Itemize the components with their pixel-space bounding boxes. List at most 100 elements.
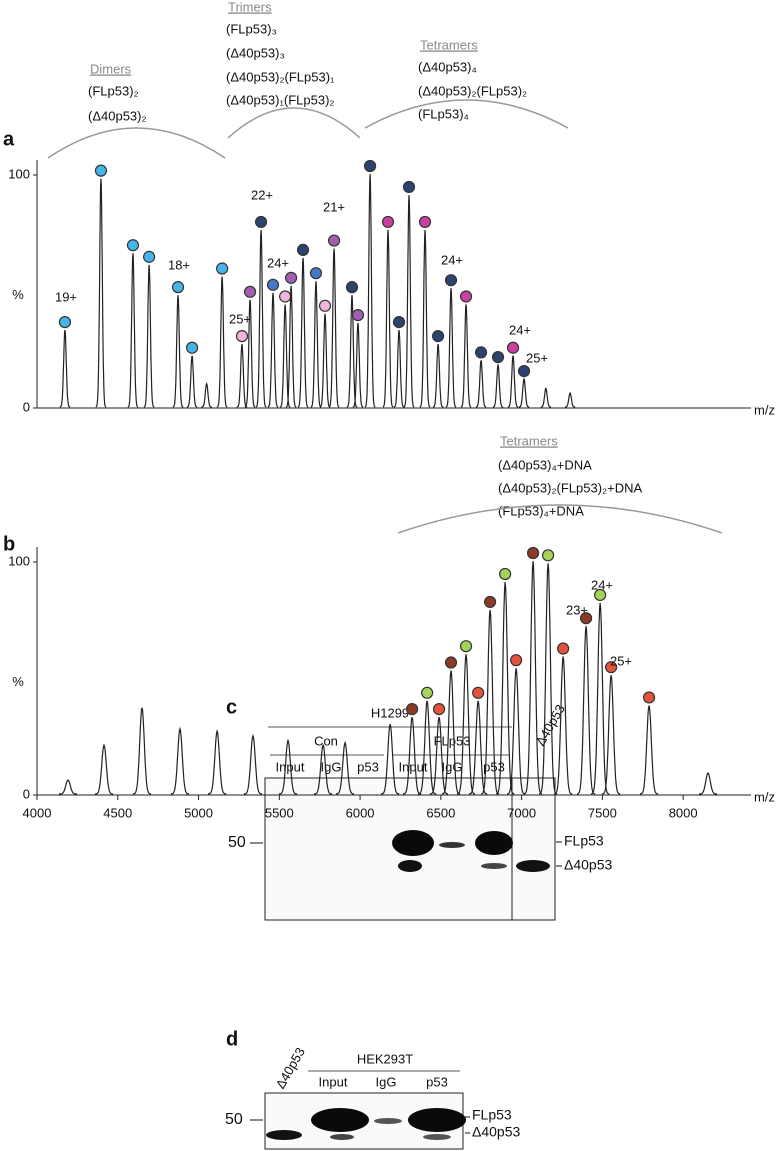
x-tick-label: 8000 xyxy=(669,805,698,820)
lane-label: p53 xyxy=(426,1074,448,1089)
peak-marker xyxy=(327,234,341,247)
band xyxy=(516,860,550,872)
peak-marker xyxy=(143,250,156,263)
species-label: (FLp53)₄ xyxy=(418,106,469,121)
peak xyxy=(172,295,184,408)
band xyxy=(439,842,465,848)
peak xyxy=(518,377,530,408)
peak xyxy=(132,707,152,795)
peak-marker xyxy=(402,180,416,194)
peak xyxy=(402,716,422,795)
peak-marker xyxy=(526,546,540,560)
peak-marker xyxy=(432,703,446,716)
y-axis-label: % xyxy=(12,674,24,689)
peak xyxy=(207,728,227,795)
peak-marker xyxy=(254,215,268,229)
peak-marker xyxy=(579,612,593,625)
peak-marker xyxy=(285,271,298,284)
band-label: Δ40p53 xyxy=(472,1124,520,1140)
peak-marker xyxy=(421,686,434,699)
species-label: (Δ40p53)₂(FLp53)₂+DNA xyxy=(498,480,642,495)
band xyxy=(423,1134,451,1140)
group-arc xyxy=(47,127,226,159)
peak xyxy=(403,194,415,408)
panel-label: b xyxy=(3,533,15,555)
charge-label: 25+ xyxy=(229,311,251,326)
species-label: (Δ40p53)₂ xyxy=(88,108,147,123)
peak xyxy=(216,276,228,408)
group-title: Dimers xyxy=(90,61,132,76)
peak xyxy=(590,602,610,795)
peak xyxy=(553,656,573,795)
x-tick-label: 6000 xyxy=(346,805,375,820)
peak xyxy=(699,772,718,795)
peak xyxy=(127,253,139,408)
condition: Con xyxy=(314,733,338,748)
size-marker: 50 xyxy=(228,834,246,851)
peak-marker xyxy=(266,278,280,291)
x-tick-label: 5000 xyxy=(184,805,213,820)
peak xyxy=(297,257,309,408)
species-label: (Δ40p53)₄ xyxy=(418,59,477,74)
y-axis-label: % xyxy=(12,287,24,302)
x-tick-label: 7500 xyxy=(588,805,617,820)
band xyxy=(266,1130,302,1140)
peak-marker xyxy=(185,341,199,354)
peak-marker xyxy=(444,656,458,669)
peak xyxy=(328,248,340,408)
x-tick-label: 4000 xyxy=(23,805,52,820)
peak-marker xyxy=(459,290,473,303)
peak xyxy=(577,626,596,795)
peak xyxy=(59,330,71,408)
band xyxy=(481,863,507,869)
peak xyxy=(170,726,190,795)
x-axis-label: m/z xyxy=(754,789,775,804)
peak xyxy=(496,581,515,795)
peak xyxy=(419,229,431,408)
band xyxy=(374,1118,402,1124)
lane-label: Input xyxy=(319,1074,348,1089)
peak-marker xyxy=(510,654,523,667)
peak-marker xyxy=(444,274,458,287)
x-axis-label: m/z xyxy=(754,402,775,417)
group-title: Trimers xyxy=(228,0,272,14)
band xyxy=(408,1108,466,1132)
group-arc xyxy=(397,504,723,534)
lane-label: p53 xyxy=(357,759,379,774)
charge-label: 24+ xyxy=(591,577,613,592)
group-arc xyxy=(227,107,361,139)
peak xyxy=(380,723,400,795)
panel-label: c xyxy=(226,696,237,718)
y-tick-label: 100 xyxy=(8,553,30,568)
peak-marker xyxy=(243,285,257,298)
lane-label: Input xyxy=(399,759,428,774)
charge-label: 24+ xyxy=(509,322,531,337)
peak xyxy=(540,387,551,408)
cell-line: HEK293T xyxy=(357,1051,413,1066)
peak xyxy=(445,288,457,408)
peak xyxy=(285,285,297,408)
peak-marker xyxy=(94,164,108,177)
peak-marker xyxy=(642,691,656,704)
peak xyxy=(601,675,621,795)
peak xyxy=(59,779,78,795)
species-label: (FLp53)₃ xyxy=(226,21,277,36)
peak xyxy=(352,323,364,408)
charge-label: 23+ xyxy=(566,602,588,617)
peak xyxy=(95,178,107,408)
charge-label: 24+ xyxy=(267,255,289,270)
charge-label: 19+ xyxy=(55,289,77,304)
peak xyxy=(364,173,376,408)
peak xyxy=(279,738,298,795)
band-label: FLp53 xyxy=(564,833,604,849)
peak-marker xyxy=(345,281,359,294)
panel-label: a xyxy=(3,128,15,150)
peak-marker xyxy=(517,364,531,378)
peak-marker xyxy=(418,215,432,229)
x-tick-label: 4500 xyxy=(103,805,132,820)
peak-marker xyxy=(216,262,229,275)
peak xyxy=(480,609,500,795)
lane-label: IgG xyxy=(376,1074,397,1089)
peak xyxy=(523,560,543,795)
